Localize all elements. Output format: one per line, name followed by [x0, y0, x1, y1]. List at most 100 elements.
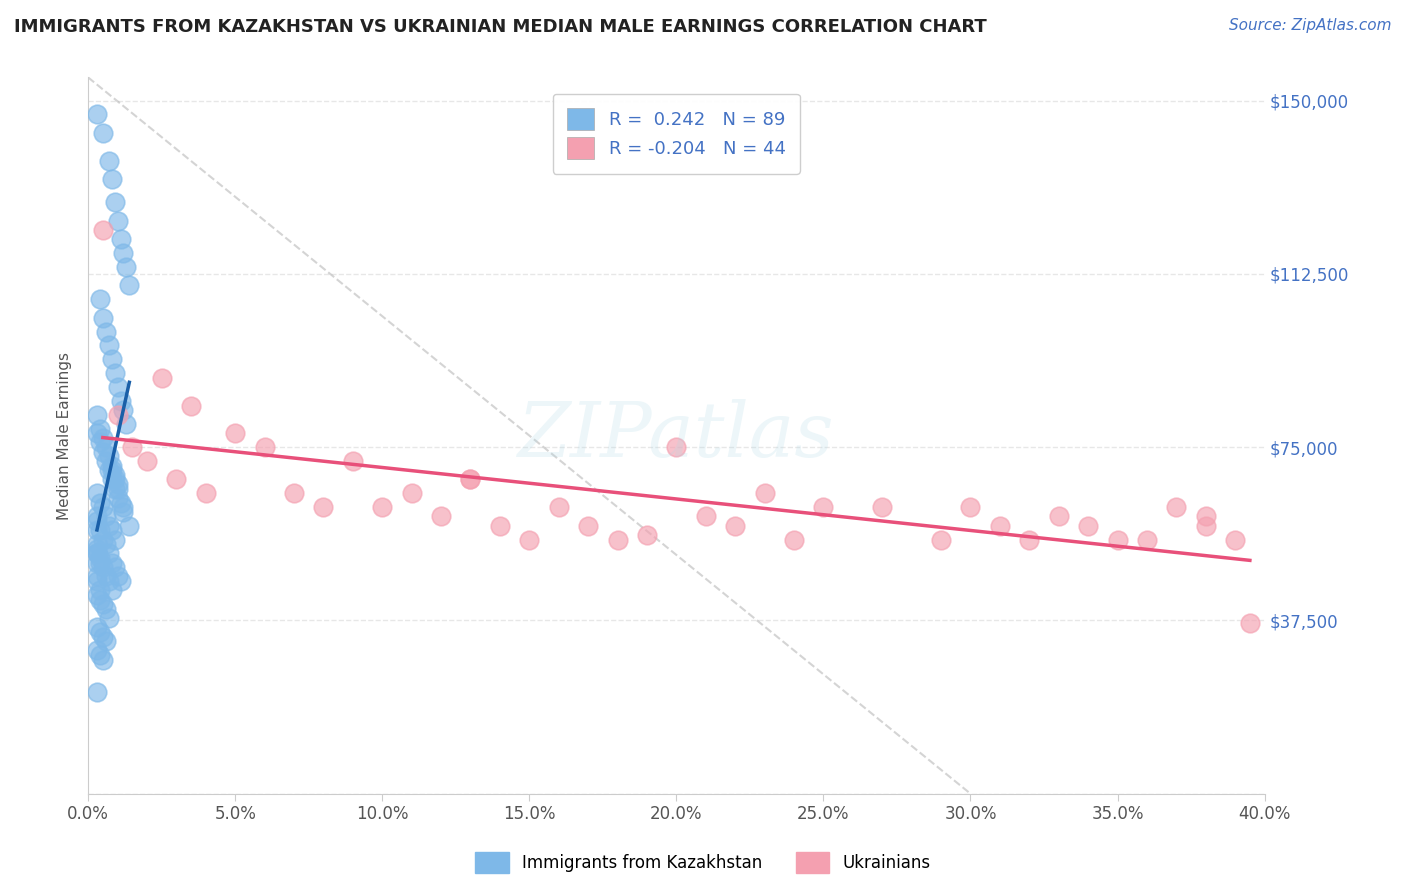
- Point: [89, 523, 111, 537]
- Point: [86, 569, 108, 583]
- Point: [110, 393, 132, 408]
- Point: [121, 440, 143, 454]
- Point: [86, 408, 108, 422]
- Point: [91, 560, 114, 574]
- Point: [97, 611, 120, 625]
- Point: [110, 232, 132, 246]
- Point: [86, 537, 108, 551]
- Point: [94, 325, 117, 339]
- Point: [100, 556, 122, 570]
- Point: [94, 440, 117, 454]
- Point: [97, 153, 120, 168]
- Point: [89, 648, 111, 662]
- Point: [783, 533, 806, 547]
- Point: [89, 556, 111, 570]
- Point: [86, 107, 108, 121]
- Point: [91, 653, 114, 667]
- Point: [89, 422, 111, 436]
- Point: [86, 556, 108, 570]
- Point: [959, 500, 981, 515]
- Point: [100, 473, 122, 487]
- Point: [115, 417, 138, 431]
- Point: [312, 500, 335, 515]
- Point: [104, 560, 127, 574]
- Point: [91, 533, 114, 547]
- Point: [1018, 533, 1040, 547]
- Point: [97, 463, 120, 477]
- Point: [112, 500, 135, 515]
- Point: [112, 403, 135, 417]
- Legend: Immigrants from Kazakhstan, Ukrainians: Immigrants from Kazakhstan, Ukrainians: [468, 846, 938, 880]
- Point: [118, 278, 141, 293]
- Point: [112, 505, 135, 519]
- Point: [929, 533, 952, 547]
- Point: [86, 541, 108, 556]
- Point: [988, 518, 1011, 533]
- Point: [150, 371, 173, 385]
- Point: [606, 533, 628, 547]
- Point: [165, 473, 187, 487]
- Point: [724, 518, 747, 533]
- Point: [91, 597, 114, 611]
- Point: [91, 223, 114, 237]
- Point: [91, 630, 114, 644]
- Point: [100, 583, 122, 598]
- Point: [1239, 615, 1261, 630]
- Point: [100, 458, 122, 473]
- Point: [107, 491, 129, 505]
- Point: [100, 523, 122, 537]
- Point: [371, 500, 394, 515]
- Point: [547, 500, 569, 515]
- Point: [94, 454, 117, 468]
- Point: [107, 482, 129, 496]
- Point: [576, 518, 599, 533]
- Point: [107, 477, 129, 491]
- Point: [91, 500, 114, 515]
- Point: [89, 624, 111, 639]
- Point: [180, 399, 202, 413]
- Point: [97, 518, 120, 533]
- Point: [107, 213, 129, 227]
- Point: [91, 310, 114, 325]
- Point: [517, 533, 540, 547]
- Point: [86, 426, 108, 441]
- Point: [1107, 533, 1129, 547]
- Point: [89, 583, 111, 598]
- Point: [253, 440, 276, 454]
- Point: [89, 495, 111, 509]
- Point: [89, 551, 111, 566]
- Point: [118, 518, 141, 533]
- Point: [86, 509, 108, 524]
- Point: [86, 546, 108, 560]
- Point: [636, 528, 658, 542]
- Point: [89, 292, 111, 306]
- Point: [665, 440, 688, 454]
- Point: [342, 454, 364, 468]
- Text: IMMIGRANTS FROM KAZAKHSTAN VS UKRAINIAN MEDIAN MALE EARNINGS CORRELATION CHART: IMMIGRANTS FROM KAZAKHSTAN VS UKRAINIAN …: [14, 18, 987, 36]
- Point: [224, 426, 246, 441]
- Point: [1166, 500, 1188, 515]
- Point: [86, 523, 108, 537]
- Point: [104, 195, 127, 210]
- Point: [97, 546, 120, 560]
- Point: [110, 574, 132, 588]
- Point: [460, 473, 482, 487]
- Point: [94, 509, 117, 524]
- Point: [94, 537, 117, 551]
- Point: [107, 408, 129, 422]
- Point: [104, 482, 127, 496]
- Point: [813, 500, 835, 515]
- Legend: R =  0.242   N = 89, R = -0.204   N = 44: R = 0.242 N = 89, R = -0.204 N = 44: [553, 94, 800, 174]
- Point: [401, 486, 423, 500]
- Text: ZIPatlas: ZIPatlas: [517, 399, 835, 473]
- Point: [1195, 518, 1218, 533]
- Point: [754, 486, 776, 500]
- Point: [136, 454, 159, 468]
- Y-axis label: Median Male Earnings: Median Male Earnings: [58, 351, 72, 519]
- Point: [89, 435, 111, 450]
- Point: [194, 486, 217, 500]
- Text: Source: ZipAtlas.com: Source: ZipAtlas.com: [1229, 18, 1392, 33]
- Point: [86, 685, 108, 699]
- Point: [91, 444, 114, 458]
- Point: [94, 634, 117, 648]
